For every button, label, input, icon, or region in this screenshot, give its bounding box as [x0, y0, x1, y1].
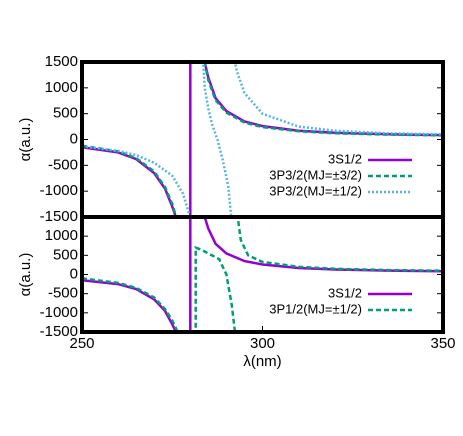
plot-frame: [80, 215, 445, 334]
y-tick-label: 1500: [45, 53, 78, 70]
series-line: [82, 217, 443, 332]
y-tick-label: 0: [70, 265, 78, 282]
y-tick-label: -1500: [40, 208, 78, 225]
legend-label: 3P3/2(MJ=±3/2): [269, 167, 362, 182]
y-tick-label: -1000: [40, 304, 78, 321]
y-tick-label: 500: [53, 246, 78, 263]
x-axis-label: λ(nm): [243, 353, 281, 370]
y-tick-label: -500: [48, 156, 78, 173]
x-tick-label: 250: [69, 335, 94, 352]
series-line: [82, 62, 443, 217]
legend-label: 3P1/2(MJ=±1/2): [269, 301, 362, 316]
series-line: [82, 217, 443, 332]
plot-frame: [80, 60, 445, 219]
y-tick-label: -500: [48, 285, 78, 302]
y-tick-label: -1500: [40, 323, 78, 340]
y-axis-label: α(a.u.): [17, 253, 34, 297]
y-tick-label: 1000: [45, 227, 78, 244]
y-tick-label: 1000: [45, 79, 78, 96]
y-tick-label: 500: [53, 105, 78, 122]
y-axis-label: α(a.u.): [17, 118, 34, 162]
series-line: [82, 62, 443, 217]
legend-label: 3S1/2: [328, 285, 362, 300]
legend-label: 3S1/2: [328, 151, 362, 166]
x-tick-label: 300: [250, 335, 275, 352]
y-tick-label: -1000: [40, 182, 78, 199]
y-tick-label: 0: [70, 130, 78, 147]
series-line: [82, 62, 443, 217]
legend-label: 3P3/2(MJ=±1/2): [269, 183, 362, 198]
x-tick-label: 350: [430, 335, 455, 352]
